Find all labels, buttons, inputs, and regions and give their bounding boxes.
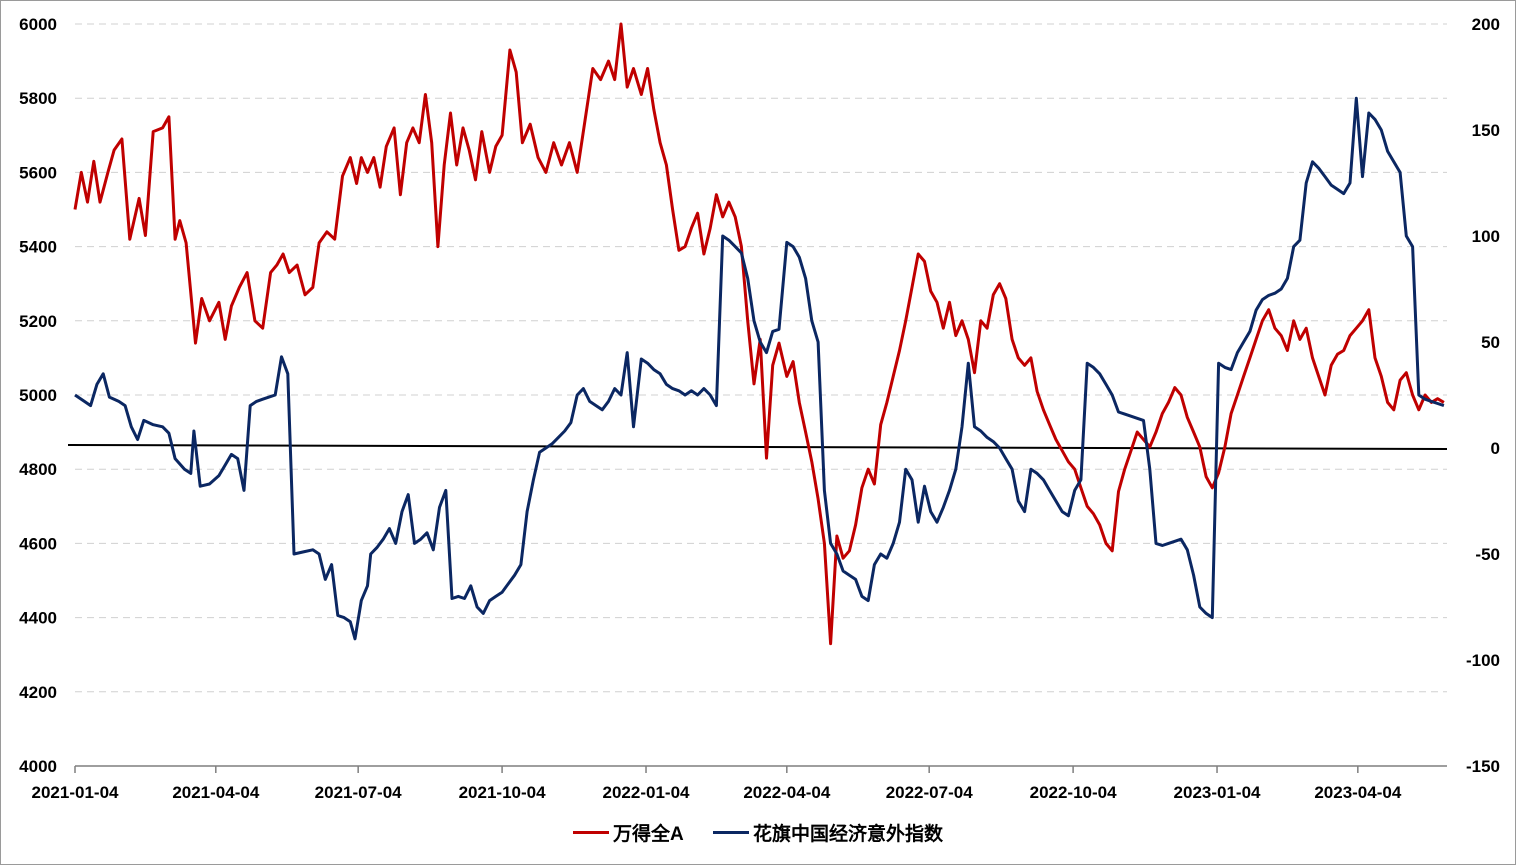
left-tick-label: 4800 [19, 460, 57, 479]
right-tick-label: 0 [1491, 439, 1500, 458]
left-tick-label: 5800 [19, 89, 57, 108]
x-axis: 2021-01-04 2021-04-04 2021-07-04 2021-10-04… [32, 765, 1447, 802]
x-tick-label: 2021-04-04 [172, 783, 260, 802]
zero-reference-line [67, 444, 1448, 450]
left-tick-label: 5400 [19, 238, 57, 257]
legend-label-wind-a: 万得全A [612, 824, 684, 845]
left-axis-ticks: 6000 5800 5600 5400 5200 5000 4800 4600 4400 4200… [19, 15, 57, 776]
legend-label-citi-index: 花旗中国经济意外指数 [753, 824, 944, 845]
left-tick-label: 5000 [19, 386, 57, 405]
left-tick-label: 4000 [19, 757, 57, 776]
x-tick-label: 2022-10-04 [1030, 783, 1118, 802]
right-tick-label: -50 [1475, 545, 1500, 564]
x-tick-label: 2023-04-04 [1314, 783, 1402, 802]
series-line-wind-a [73, 22, 1445, 646]
legend: 万得全A 花旗中国经济意外指数 [0, 818, 1516, 846]
left-tick-label: 4200 [19, 683, 57, 702]
right-tick-label: -150 [1466, 757, 1500, 776]
series-lines [67, 22, 1448, 646]
right-tick-label: 50 [1481, 333, 1500, 352]
series-line-citi-index [74, 96, 1445, 641]
x-tick-label: 2021-01-04 [32, 783, 120, 802]
legend-swatch-red [572, 831, 609, 834]
left-tick-label: 5200 [19, 312, 57, 331]
right-tick-label: 200 [1472, 15, 1500, 34]
x-tick-label: 2023-01-04 [1174, 783, 1262, 802]
x-tick-label: 2022-04-04 [743, 783, 831, 802]
right-tick-label: 150 [1472, 121, 1500, 140]
right-tick-label: -100 [1466, 651, 1500, 670]
left-tick-label: 4400 [19, 609, 57, 628]
x-tick-label: 2021-10-04 [459, 783, 547, 802]
x-tick-label: 2021-07-04 [315, 783, 403, 802]
legend-item-wind-a: 万得全A [572, 819, 684, 846]
left-tick-label: 4600 [19, 534, 57, 553]
x-tick-label: 2022-07-04 [886, 783, 974, 802]
right-axis-ticks: 200 150 100 50 0 -50 -100 -150 [1466, 15, 1500, 776]
legend-swatch-navy [713, 831, 749, 834]
x-tick-label: 2022-01-04 [603, 783, 691, 802]
left-tick-label: 6000 [19, 15, 57, 34]
left-tick-label: 5600 [19, 163, 57, 182]
right-tick-label: 100 [1472, 227, 1500, 246]
legend-item-citi-index: 花旗中国经济意外指数 [713, 819, 943, 846]
